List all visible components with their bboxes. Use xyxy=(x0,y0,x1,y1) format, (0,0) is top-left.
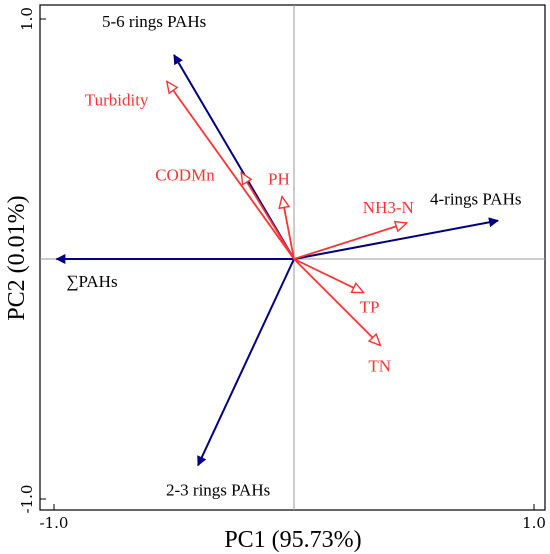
environment-label-turbidity: Turbidity xyxy=(85,90,149,109)
environment-label-nh3-n: NH3-N xyxy=(363,198,414,217)
environment-label-codmn: CODMn xyxy=(155,166,215,185)
vector-layer xyxy=(55,54,499,467)
y-axis-title: PC2 (0.01%) xyxy=(4,195,30,320)
y-tick-label: -1.0 xyxy=(18,485,36,514)
response-vector-2-3-rings-pahs xyxy=(197,258,295,467)
response-label-2-3-rings-pahs: 2-3 rings PAHs xyxy=(166,480,270,499)
tick-labels: -1.0 1.0 1.0 -1.0 xyxy=(18,7,546,532)
environment-label-tn: TN xyxy=(368,356,391,375)
x-axis-title: PC1 (95.73%) xyxy=(224,527,361,553)
environment-label-tp: TP xyxy=(360,298,380,317)
response-label-pahs: ∑PAHs xyxy=(66,272,117,291)
response-label-5-6-rings-pahs: 5-6 rings PAHs xyxy=(102,12,206,31)
environment-vector-turbidity xyxy=(167,81,295,260)
environment-vector-codmn xyxy=(241,173,295,260)
environment-vector-ph xyxy=(282,197,295,260)
x-tick-label: -1.0 xyxy=(40,514,69,532)
plot-frame xyxy=(39,4,546,511)
vector-label-layer: 5-6 rings PAHs 4-rings PAHs ∑PAHs 2-3 rings… xyxy=(66,12,521,499)
environment-vector-nh3-n xyxy=(293,223,407,260)
x-tick-label: 1.0 xyxy=(522,514,546,532)
environment-label-ph: PH xyxy=(268,170,290,189)
environment-vector-tn xyxy=(293,258,380,345)
response-label-4-rings-pahs: 4-rings PAHs xyxy=(430,190,521,209)
environment-vector-tp xyxy=(293,258,364,294)
y-tick-label: 1.0 xyxy=(18,7,36,31)
response-vector-4-rings-pahs xyxy=(293,217,499,260)
